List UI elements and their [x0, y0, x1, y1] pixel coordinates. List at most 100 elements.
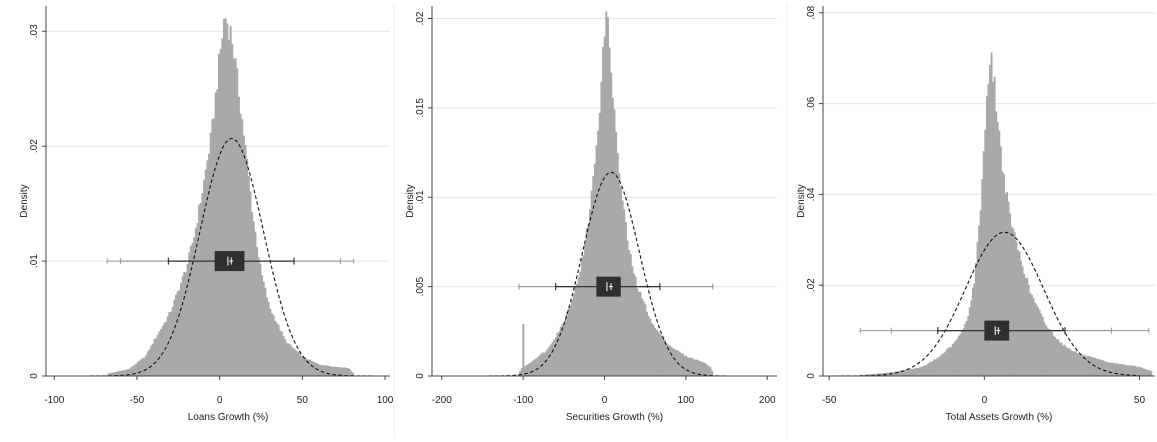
histogram-bar	[237, 96, 240, 377]
histogram-bar	[922, 366, 925, 376]
histogram-bar	[333, 366, 336, 376]
histogram-bar	[536, 357, 539, 376]
x-axis-label: Securities Growth (%)	[566, 412, 663, 423]
histogram-bar	[272, 315, 275, 376]
histogram-bar	[1020, 260, 1022, 376]
histogram-bar	[558, 331, 561, 376]
histogram-bar	[108, 373, 111, 376]
histogram-bar	[1131, 365, 1134, 376]
histogram-bar	[1096, 358, 1098, 376]
histogram-bar	[691, 358, 694, 376]
histogram-bar	[188, 252, 191, 376]
histogram-bar	[978, 225, 981, 376]
histogram-bar	[221, 38, 224, 377]
histogram-bar	[282, 335, 285, 376]
histogram-bar	[125, 369, 128, 376]
histogram-bar	[209, 132, 212, 376]
histogram-bar	[178, 290, 181, 376]
y-tick-label: .06	[806, 96, 817, 110]
histogram-bar	[1089, 356, 1092, 376]
histogram-bar	[992, 81, 995, 376]
histogram-bar	[184, 272, 187, 376]
histogram-bar	[107, 373, 110, 376]
histogram-bar	[975, 262, 977, 376]
histogram-bar	[888, 372, 891, 376]
histogram-bar	[634, 276, 637, 376]
y-axis-label: Density	[405, 184, 416, 217]
histogram-bar	[616, 153, 619, 376]
histogram-bar	[1023, 274, 1026, 376]
histogram-bar	[318, 364, 321, 376]
histogram-bar	[123, 370, 126, 376]
histogram-bar	[1010, 226, 1013, 376]
histogram-bar	[216, 89, 219, 376]
histogram-bar	[693, 359, 696, 376]
histogram-bar	[683, 355, 686, 376]
histogram-bar	[1094, 357, 1097, 376]
histogram-bar	[571, 300, 574, 376]
histogram-bar	[561, 324, 564, 376]
histogram-bar	[179, 282, 183, 376]
histogram-bar	[535, 358, 538, 376]
histogram-bar	[312, 361, 315, 376]
histogram-bar	[1092, 357, 1095, 376]
histogram-bar	[213, 118, 216, 376]
histogram-bar	[198, 204, 201, 376]
histogram-bar	[629, 254, 632, 376]
histogram-bar	[1075, 352, 1078, 376]
histogram-bar	[1002, 174, 1005, 376]
histogram-bar	[232, 58, 235, 376]
histogram-bar	[530, 362, 533, 376]
histogram-bar	[995, 111, 998, 377]
histogram-bar	[1072, 351, 1075, 376]
histogram-bar	[948, 347, 951, 376]
histogram-bar	[911, 368, 914, 376]
histogram-bar	[1086, 355, 1089, 376]
histogram-bar	[143, 357, 146, 376]
x-tick-label: 0	[602, 395, 608, 406]
histogram-bar	[285, 343, 288, 376]
histogram-bar	[323, 365, 326, 376]
histogram-bar	[127, 369, 130, 376]
histogram-bar	[1069, 349, 1072, 376]
histogram-bar	[522, 323, 525, 376]
histogram-bar	[171, 307, 174, 376]
histogram-bar	[704, 363, 707, 376]
histogram-bar	[307, 359, 310, 376]
histogram-bar	[196, 223, 199, 376]
histogram-bar	[649, 318, 652, 376]
histogram-bar	[277, 324, 280, 376]
histogram-bar	[166, 316, 169, 376]
histogram-bar	[926, 363, 929, 376]
y-tick-label: .01	[29, 254, 40, 268]
histogram-bar	[241, 119, 244, 377]
histogram-bar	[567, 308, 570, 376]
histogram-bar	[993, 76, 996, 376]
histogram-bars	[860, 52, 1153, 377]
histogram-bar	[886, 372, 889, 376]
histogram-bar	[141, 357, 144, 376]
histogram-bar	[908, 369, 911, 376]
histogram-bar	[654, 327, 657, 376]
histogram-bar	[1052, 335, 1055, 376]
histogram-bar	[231, 43, 234, 376]
histogram-bar	[985, 95, 988, 377]
histogram-bar	[1066, 348, 1069, 376]
histogram-bar	[923, 365, 926, 376]
histogram-bar	[1057, 339, 1060, 376]
x-tick-label: -100	[513, 395, 533, 406]
x-tick-label: 200	[759, 395, 776, 406]
histogram-bar	[1040, 313, 1043, 376]
histogram-bar	[294, 349, 297, 376]
histogram-bar	[621, 200, 624, 376]
histogram-bar	[1077, 353, 1080, 376]
histogram-bar	[641, 298, 644, 376]
histogram-bar	[211, 119, 214, 376]
histogram-bar	[1120, 364, 1123, 376]
histogram-bar	[1029, 293, 1032, 376]
histogram-bar	[965, 320, 968, 376]
histogram-bar	[659, 333, 662, 376]
histogram-bar	[912, 368, 915, 376]
histogram-bar	[636, 288, 639, 376]
histogram-bar	[264, 287, 267, 376]
